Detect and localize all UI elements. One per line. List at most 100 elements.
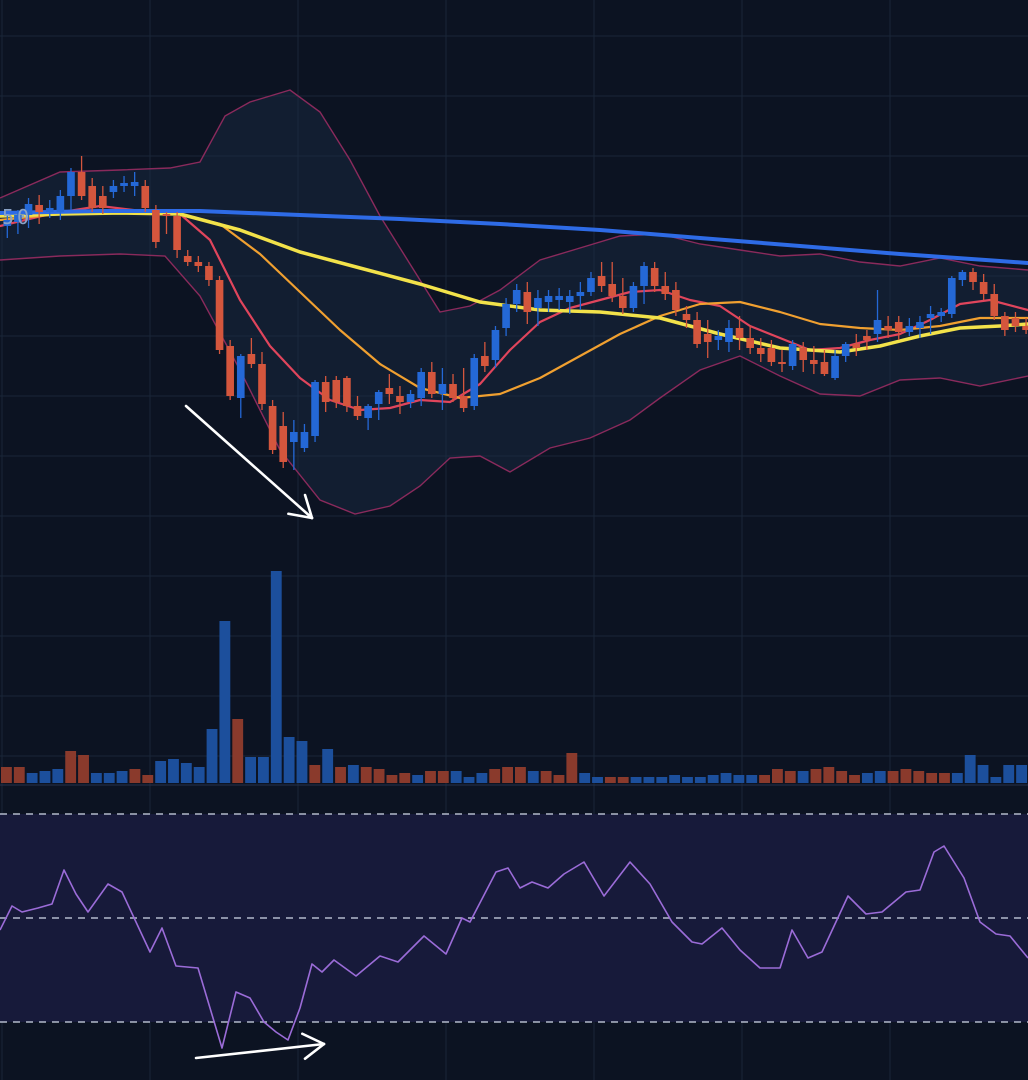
candle-body (396, 396, 404, 402)
candle-body (565, 296, 574, 302)
volume-bar (476, 773, 488, 783)
candle-body (1001, 316, 1009, 330)
candle-body (24, 204, 33, 215)
volume-bar (579, 773, 591, 783)
candle-body (311, 382, 319, 436)
candle-body (321, 382, 330, 402)
volume-bar (553, 775, 565, 783)
candle-body (990, 294, 999, 316)
volume-bar (669, 775, 681, 783)
volume-bar (425, 771, 436, 783)
rsi-line (0, 845, 1028, 1049)
volume-bar (90, 773, 102, 783)
candle-body (406, 394, 415, 402)
volume-bar (977, 765, 989, 783)
volume-bar (219, 621, 231, 783)
volume-bar (810, 769, 822, 783)
candle-body (45, 208, 54, 212)
volume-bar (78, 755, 89, 783)
candle-body (841, 344, 850, 356)
candle-body (788, 344, 797, 366)
volume-bar (39, 771, 51, 783)
moving-average-line (0, 204, 1028, 412)
volume-bar (951, 773, 963, 783)
candle-body (1011, 318, 1020, 326)
volume-bar (733, 775, 745, 783)
candle-body (3, 220, 12, 226)
candle-body (332, 380, 341, 402)
candle-body (852, 344, 861, 348)
candle-body (491, 330, 500, 360)
candle-body (459, 396, 468, 408)
volume-bar (142, 775, 154, 783)
candle-body (523, 292, 532, 312)
volume-bar (180, 763, 192, 783)
candle-body (1022, 326, 1028, 330)
candle-body (576, 292, 585, 296)
candle-body (120, 183, 128, 186)
candle-body (141, 186, 150, 208)
bollinger-upper-line (0, 89, 1028, 313)
candlesticks (3, 156, 1028, 470)
candle-body (534, 298, 542, 308)
volume-bar (617, 777, 629, 783)
candle-body (205, 266, 213, 280)
volume-bar (386, 775, 398, 783)
candle-body (873, 320, 882, 334)
candle-body (247, 354, 256, 364)
candle-body (693, 320, 701, 344)
candle-body (672, 290, 680, 310)
candle-body (979, 282, 988, 294)
candle-body (226, 346, 234, 396)
candle-body (162, 214, 171, 216)
volume-bar (861, 773, 873, 783)
volume-bar (784, 771, 796, 783)
volume-bars (1, 571, 1027, 783)
candle-body (374, 392, 383, 404)
volume-bar (849, 775, 860, 783)
candle-body (650, 268, 659, 286)
candle-body (183, 256, 192, 262)
candle-body (937, 312, 946, 316)
volume-bar (836, 771, 848, 783)
volume-bar (463, 777, 475, 783)
volume-bar (450, 771, 462, 783)
volume-bar (437, 771, 449, 783)
candle-body (820, 362, 829, 374)
candle-body (417, 372, 426, 398)
volume-bar (630, 777, 642, 783)
candle-body (215, 280, 224, 350)
candle-body (470, 358, 479, 406)
candle-body (714, 336, 723, 340)
volume-bar (604, 777, 616, 783)
candle-body (268, 406, 277, 450)
candle-body (661, 286, 670, 294)
annotation-arrows (184, 404, 326, 1060)
candle-body (481, 356, 489, 366)
candle-body (831, 356, 839, 378)
bollinger-lower-line (0, 253, 1028, 515)
volume-bar (283, 737, 295, 783)
candle-body (290, 432, 298, 442)
candle-body (947, 278, 956, 314)
volume-bar (913, 771, 925, 783)
candle-body (618, 296, 627, 308)
candle-body (958, 272, 967, 280)
volume-bar (258, 757, 269, 783)
volume-bar (155, 761, 167, 783)
volume-bar (129, 769, 141, 783)
volume-bar (874, 771, 886, 783)
volume-bar (296, 741, 308, 783)
volume-bar (759, 775, 770, 783)
volume-bar (347, 765, 359, 783)
volume-bar (746, 775, 758, 783)
volume-bar (335, 767, 346, 783)
candle-body (587, 278, 595, 292)
volume-bar (360, 767, 372, 783)
candle-body (353, 406, 362, 416)
volume-bar (643, 777, 655, 783)
rsi-panel (0, 813, 1028, 1049)
candle-body (608, 284, 617, 296)
candle-body (884, 326, 892, 330)
